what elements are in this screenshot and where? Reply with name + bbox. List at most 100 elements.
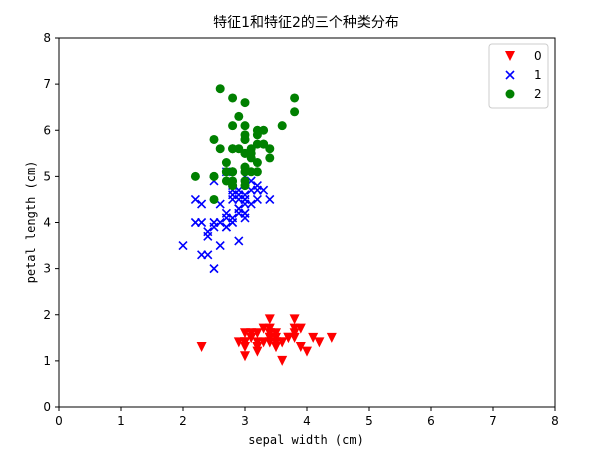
data-point — [252, 194, 262, 205]
y-axis-label: petal length (cm) — [24, 161, 38, 284]
data-point — [234, 236, 244, 246]
data-point — [290, 107, 300, 117]
data-point — [215, 217, 225, 228]
data-point — [258, 337, 269, 348]
y-tick-label: 5 — [43, 169, 51, 183]
data-point — [246, 332, 257, 343]
data-point — [221, 158, 231, 168]
data-point — [277, 121, 287, 131]
data-point — [203, 231, 213, 241]
data-point — [215, 240, 225, 251]
y-tick-label: 4 — [43, 216, 51, 230]
data-point — [265, 144, 275, 154]
data-point — [190, 171, 200, 181]
data-point — [258, 323, 269, 334]
data-point — [271, 342, 281, 353]
data-point — [240, 337, 250, 348]
data-point — [289, 314, 300, 325]
legend-item-2: 2 — [505, 87, 542, 101]
data-point — [240, 134, 250, 144]
data-point — [221, 167, 231, 177]
data-point — [295, 342, 306, 353]
x-tick-label: 1 — [117, 414, 125, 428]
plot-area — [178, 84, 337, 366]
legend-label: 0 — [534, 49, 542, 63]
data-point — [240, 190, 250, 200]
data-point — [259, 125, 269, 135]
y-tick-label: 1 — [43, 354, 51, 368]
data-point — [209, 134, 219, 144]
y-tick-label: 8 — [43, 31, 51, 45]
data-point — [197, 199, 207, 209]
data-point — [277, 355, 288, 366]
data-point — [240, 181, 250, 191]
data-point — [240, 148, 250, 158]
data-point — [196, 342, 207, 353]
data-point — [271, 328, 281, 339]
y-tick-label: 3 — [43, 262, 51, 276]
data-point — [221, 222, 231, 232]
data-point — [197, 250, 207, 260]
y-tick-label: 6 — [43, 123, 51, 137]
data-point — [190, 217, 200, 228]
data-point — [265, 194, 275, 205]
data-point — [215, 144, 225, 154]
data-point — [252, 181, 262, 191]
data-point — [252, 158, 262, 168]
data-point — [228, 213, 238, 223]
x-tick-label: 0 — [55, 414, 63, 428]
x-tick-label: 3 — [241, 414, 249, 428]
data-point — [228, 121, 238, 131]
x-tick-label: 2 — [179, 414, 187, 428]
data-point — [240, 98, 250, 108]
y-tick-label: 0 — [43, 400, 51, 414]
series-2-points — [190, 84, 300, 204]
data-point — [265, 153, 275, 163]
legend-box — [488, 43, 549, 109]
data-point — [246, 167, 256, 177]
data-point — [326, 332, 337, 343]
data-point — [308, 332, 319, 343]
data-point — [240, 167, 250, 177]
legend: 0 1 2 — [488, 43, 549, 109]
data-point — [259, 185, 269, 195]
data-point — [178, 240, 188, 251]
data-point — [302, 346, 312, 357]
chart-title: 特征1和特征2的三个种类分布 — [213, 15, 399, 31]
data-point — [240, 121, 250, 131]
data-point — [314, 337, 325, 348]
x-tick-label: 7 — [489, 414, 497, 428]
series-1-points — [178, 167, 275, 274]
data-point — [277, 337, 288, 348]
data-point — [221, 176, 231, 186]
data-point — [290, 93, 300, 103]
data-point — [215, 84, 225, 94]
legend-item-0: 0 — [505, 49, 542, 63]
data-point — [209, 171, 219, 181]
data-point — [228, 144, 238, 154]
data-point — [259, 139, 269, 149]
x-tick-label: 8 — [551, 414, 559, 428]
legend-item-1: 1 — [505, 68, 542, 82]
data-point — [234, 204, 244, 214]
x-tick-label: 4 — [303, 414, 311, 428]
data-point — [209, 264, 219, 274]
data-point — [228, 167, 238, 177]
legend-marker — [505, 51, 515, 61]
x-axis-label: sepal width (cm) — [248, 433, 364, 447]
data-point — [221, 208, 231, 218]
legend-label: 1 — [534, 68, 542, 82]
legend-marker — [505, 70, 515, 80]
data-point — [240, 351, 250, 362]
data-point — [289, 328, 300, 339]
x-tick-label: 6 — [427, 414, 435, 428]
x-tick-label: 5 — [365, 414, 373, 428]
y-tick-label: 2 — [43, 308, 51, 322]
data-point — [252, 167, 262, 177]
data-point — [234, 111, 244, 121]
data-point — [228, 93, 238, 103]
data-point — [264, 314, 275, 325]
legend-label: 2 — [534, 87, 542, 101]
data-point — [246, 144, 256, 154]
